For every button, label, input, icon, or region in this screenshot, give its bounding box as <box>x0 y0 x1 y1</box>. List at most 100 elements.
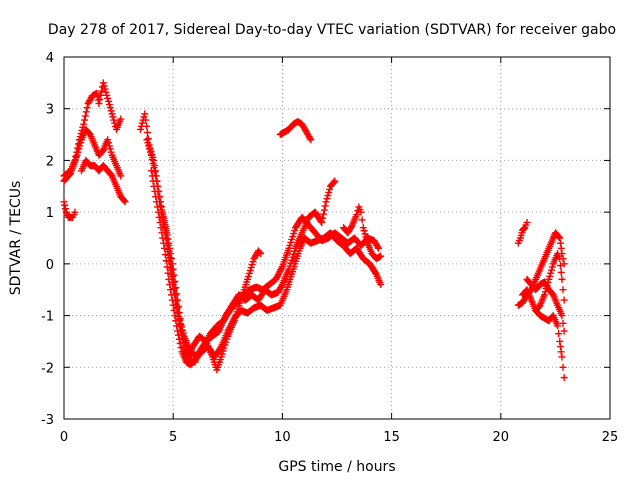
data-point <box>148 155 156 163</box>
data-point <box>359 224 367 232</box>
data-point <box>321 202 329 210</box>
y-tick-label: 4 <box>46 51 54 66</box>
data-point <box>170 286 178 294</box>
data-point <box>560 374 568 382</box>
data-point <box>168 275 176 283</box>
data-point <box>541 288 549 296</box>
data-point <box>172 300 180 308</box>
data-point <box>374 243 382 251</box>
data-point <box>107 148 115 156</box>
data-point <box>556 234 564 242</box>
data-point <box>100 82 108 90</box>
data-point <box>147 151 155 159</box>
data-point <box>157 203 165 211</box>
data-point <box>156 198 164 206</box>
data-point <box>155 193 163 201</box>
y-tick-label: 3 <box>46 103 54 118</box>
data-point <box>171 285 179 293</box>
x-tick-label: 20 <box>493 430 510 445</box>
data-point <box>377 252 385 260</box>
data-point <box>173 322 181 330</box>
data-point <box>157 208 165 216</box>
data-point <box>97 91 105 99</box>
series-track-k <box>514 218 531 247</box>
y-axis-label: SDTVAR / TECUs <box>8 181 24 296</box>
data-point <box>171 291 179 299</box>
data-point <box>76 142 84 150</box>
data-point <box>73 151 81 159</box>
series-track-e <box>136 110 265 374</box>
data-point <box>556 255 564 263</box>
data-point <box>121 198 129 206</box>
data-point <box>81 112 89 120</box>
data-point <box>93 89 101 97</box>
data-point <box>357 208 365 216</box>
data-point <box>361 230 369 238</box>
data-point <box>377 281 385 289</box>
data-point <box>61 201 69 209</box>
data-point <box>150 182 158 190</box>
x-tick-label: 25 <box>602 430 619 445</box>
data-point <box>558 275 566 283</box>
x-tick-label: 5 <box>169 430 177 445</box>
data-point <box>164 252 172 260</box>
data-point <box>556 262 564 270</box>
x-tick-label: 15 <box>383 430 400 445</box>
data-point <box>161 223 169 231</box>
data-point <box>105 97 113 105</box>
data-point <box>162 234 170 242</box>
data-point <box>83 104 91 112</box>
series-track-g <box>147 167 385 369</box>
data-point <box>148 172 156 180</box>
data-point <box>96 95 104 103</box>
data-point <box>75 145 83 153</box>
data-point <box>174 327 182 335</box>
ticks: 0 5 10 15 20 25 -3 -2 -1 0 1 2 3 4 <box>41 51 618 445</box>
data-point <box>556 239 564 247</box>
data-point <box>374 244 382 252</box>
data-point <box>167 270 175 278</box>
data-point <box>362 233 370 241</box>
data-point <box>95 100 103 108</box>
data-point <box>164 269 172 277</box>
series-track-o <box>532 250 568 314</box>
data-point <box>177 344 185 352</box>
data-point <box>331 177 339 185</box>
data-point <box>544 278 552 286</box>
data-point <box>559 319 567 327</box>
data-point <box>255 248 263 256</box>
data-point <box>543 282 551 290</box>
data-point <box>557 268 565 276</box>
data-point <box>117 172 125 180</box>
data-point <box>554 322 562 330</box>
data-point <box>163 239 171 247</box>
data-point <box>80 120 88 128</box>
data-point <box>559 363 567 371</box>
data-point <box>108 110 116 118</box>
series-track-i <box>340 203 385 263</box>
data-point <box>154 187 162 195</box>
data-point <box>322 198 330 206</box>
data-point <box>143 129 151 137</box>
data-point <box>176 339 184 347</box>
data-point <box>77 139 85 147</box>
data-point <box>166 264 174 272</box>
x-tick-label: 10 <box>274 430 291 445</box>
data-point <box>257 250 265 258</box>
data-point <box>105 142 113 150</box>
data-point <box>169 265 177 273</box>
data-point <box>141 110 149 118</box>
data-point <box>179 329 187 337</box>
data-point <box>109 113 117 121</box>
data-point <box>110 116 118 124</box>
data-point <box>176 317 184 325</box>
data-point <box>347 223 355 231</box>
data-point <box>161 251 169 259</box>
data-point <box>546 272 554 280</box>
data-point <box>158 213 166 221</box>
data-point <box>106 145 114 153</box>
data-point <box>353 211 361 219</box>
data-point <box>556 337 564 345</box>
data-point <box>175 313 183 321</box>
